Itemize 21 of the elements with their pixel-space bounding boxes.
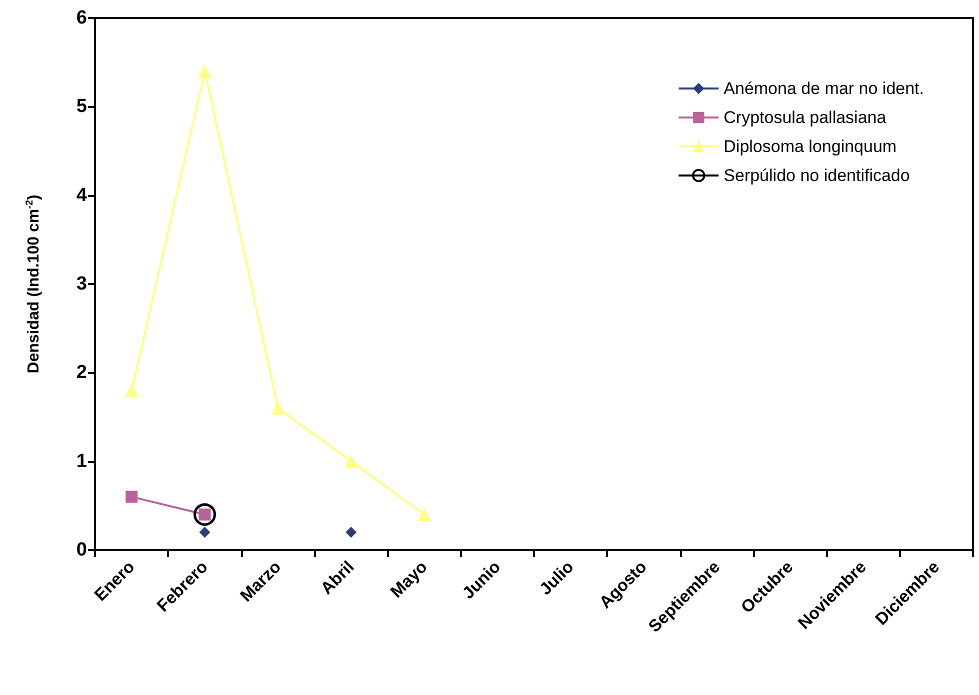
y-tick-label: 1: [76, 450, 88, 472]
point: [198, 64, 212, 78]
y-tick-label: 4: [76, 184, 88, 206]
legend-label: Cryptosula pallasiana: [724, 108, 887, 127]
y-axis-title: Densidad (Ind.100 cm-2): [24, 194, 42, 374]
y-tick-label: 6: [76, 8, 87, 28]
point: [199, 526, 210, 538]
y-tick-label: 2: [76, 362, 87, 384]
point: [194, 503, 216, 526]
point: [346, 526, 357, 538]
point: [125, 384, 138, 397]
point: [271, 402, 284, 415]
legend-label: Serpúlido no identificado: [724, 166, 910, 185]
y-tick-label: 0: [76, 540, 87, 560]
y-tick-label: 5: [76, 96, 88, 118]
point: [126, 490, 138, 503]
y-tick-label: 3: [76, 274, 87, 294]
legend-label: Anémona de mar no ident.: [724, 79, 924, 98]
point: [418, 508, 431, 522]
point: [344, 454, 358, 468]
legend-label: Diplosoma longinquum: [724, 137, 897, 156]
